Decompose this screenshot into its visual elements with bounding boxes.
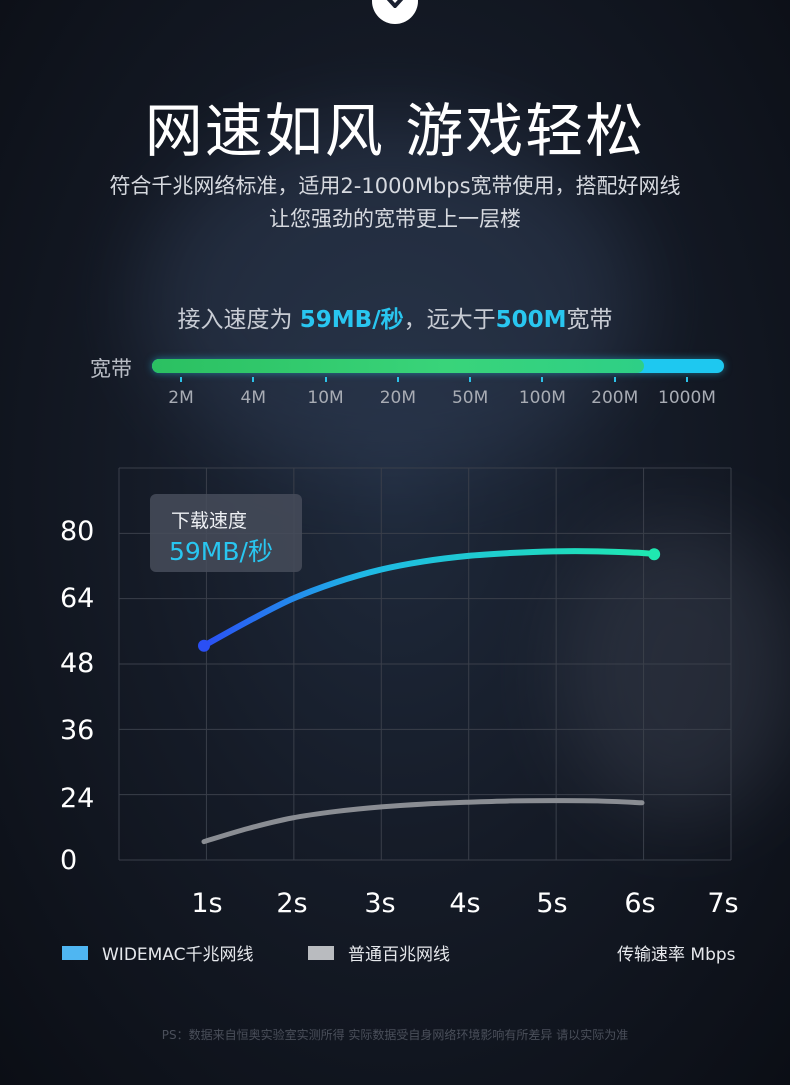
x-tick-label: 3s <box>364 888 395 919</box>
bandwidth-tick-label: 50M <box>451 388 489 408</box>
legend-item-widemac: WIDEMAC千兆网线 <box>62 940 254 965</box>
download-speed-callout: 下载速度 59MB/秒 <box>150 494 302 572</box>
bandwidth-tick <box>324 377 327 382</box>
legend-swatch <box>62 945 88 960</box>
unit-label: 传输速率 Mbps <box>617 945 736 965</box>
legend-label: 普通百兆网线 <box>348 945 450 965</box>
bandwidth-tick-label: 10M <box>307 388 344 408</box>
legend-item-normal: 普通百兆网线 <box>308 940 450 965</box>
bandwidth-tick <box>469 377 472 382</box>
bandwidth-tick <box>686 377 688 382</box>
speed-statement: 接入速度为 59MB/秒，远大于500M宽带 <box>0 300 790 334</box>
y-tick-label: 36 <box>60 715 94 746</box>
bandwidth-tick-label: 4M <box>240 388 267 408</box>
x-tick-label: 7s <box>707 888 738 919</box>
series-start-point <box>198 639 210 652</box>
callout-title: 下载速度 <box>171 510 248 532</box>
x-tick-label: 5s <box>536 888 567 919</box>
footnote: PS：数据来自恒奥实验室实测所得 实际数据受自身网络环境影响有所差异 请以实际为… <box>161 1028 629 1042</box>
speed-suffix: 宽带 <box>566 307 613 333</box>
y-tick-label: 64 <box>60 583 94 614</box>
x-tick-label: 6s <box>624 888 655 919</box>
y-tick-label: 24 <box>60 783 94 814</box>
chevron-down-icon <box>372 0 418 24</box>
x-tick-label: 4s <box>449 888 480 919</box>
y-tick-label: 0 <box>60 845 77 876</box>
y-tick-label: 48 <box>60 648 94 679</box>
x-tick-label: 2s <box>276 888 307 919</box>
legend-label: WIDEMAC千兆网线 <box>102 945 254 965</box>
background-glow <box>560 520 790 820</box>
bandwidth-tick-label: 20M <box>379 388 416 408</box>
bandwidth-label: 宽带 <box>90 357 132 381</box>
callout-value: 59MB/秒 <box>169 537 273 566</box>
normal-series-line <box>201 798 645 845</box>
bandwidth-tick <box>613 377 616 382</box>
bandwidth-tick-label: 1000M <box>658 388 716 408</box>
background-glow <box>140 120 640 480</box>
bandwidth-tick <box>541 377 544 382</box>
subtitle-line-2: 让您强劲的宽带更上一层楼 <box>269 207 521 231</box>
speed-value: 59MB/秒 <box>299 307 404 333</box>
bandwidth-tick-label: 100M <box>518 388 566 408</box>
speed-middle: ，远大于 <box>403 307 496 333</box>
bandwidth-tick-label: 200M <box>591 388 639 408</box>
bandwidth-bar-fill <box>152 359 644 373</box>
subtitle-line-1: 符合千兆网络标准，适用2-1000Mbps宽带使用，搭配好网线 <box>109 174 681 198</box>
speed-prefix: 接入速度为 <box>177 307 300 333</box>
bandwidth-tick <box>180 377 182 382</box>
bandwidth-tick-label: 2M <box>168 388 194 408</box>
bandwidth-bar <box>152 359 724 373</box>
y-tick-label: 80 <box>60 516 94 547</box>
bandwidth-value: 500M <box>495 307 567 333</box>
bandwidth-tick <box>396 377 399 382</box>
page-title: 网速如风 游戏轻松 <box>144 97 646 165</box>
x-tick-label: 1s <box>191 888 222 919</box>
bandwidth-tick <box>252 377 255 382</box>
legend-swatch <box>308 945 334 960</box>
